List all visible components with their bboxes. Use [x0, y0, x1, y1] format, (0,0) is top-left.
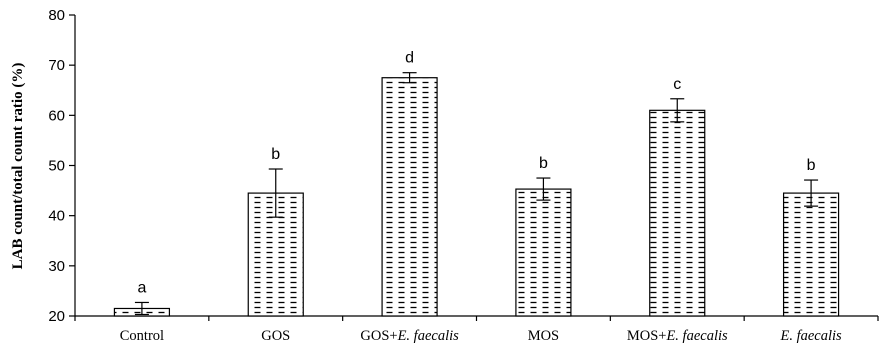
category-label: GOS+E. faecalis: [360, 328, 459, 344]
y-tick-label: 50: [48, 158, 65, 175]
category-label-plain: Control: [120, 328, 164, 344]
category-label-italic: E. faecalis: [779, 328, 842, 344]
category-label: E. faecalis: [779, 328, 842, 344]
y-tick-label: 40: [48, 208, 65, 225]
y-tick-label: 30: [48, 258, 65, 275]
significance-letter: a: [137, 279, 146, 296]
category-label-plain: MOS: [528, 328, 559, 344]
significance-letter: d: [405, 50, 414, 67]
y-tick-label: 60: [48, 107, 65, 124]
significance-letter: b: [807, 157, 816, 174]
y-tick-label: 20: [48, 308, 65, 325]
significance-letter: b: [271, 146, 280, 163]
y-axis-title: LAB count/total count ratio (%): [10, 63, 26, 270]
category-label-plain: MOS+: [627, 328, 667, 344]
significance-letter: b: [539, 155, 548, 172]
category-label: MOS+E. faecalis: [627, 328, 728, 344]
category-label-italic: E. faecalis: [397, 328, 460, 344]
significance-letter: c: [673, 76, 681, 93]
y-tick-label: 80: [48, 7, 65, 24]
axes: 20 30 40 50 60 70 80: [48, 7, 879, 325]
category-label: Control: [120, 328, 164, 344]
category-label-plain: GOS+: [360, 328, 397, 344]
bar: [515, 188, 572, 317]
bar: [649, 109, 706, 317]
category-label-plain: GOS: [261, 328, 290, 344]
category-label: MOS: [528, 328, 559, 344]
bar: [381, 77, 438, 317]
bar: [782, 192, 840, 317]
category-label: GOS: [261, 328, 290, 344]
category-label-italic: E. faecalis: [665, 328, 728, 344]
y-tick-label: 70: [48, 57, 65, 74]
